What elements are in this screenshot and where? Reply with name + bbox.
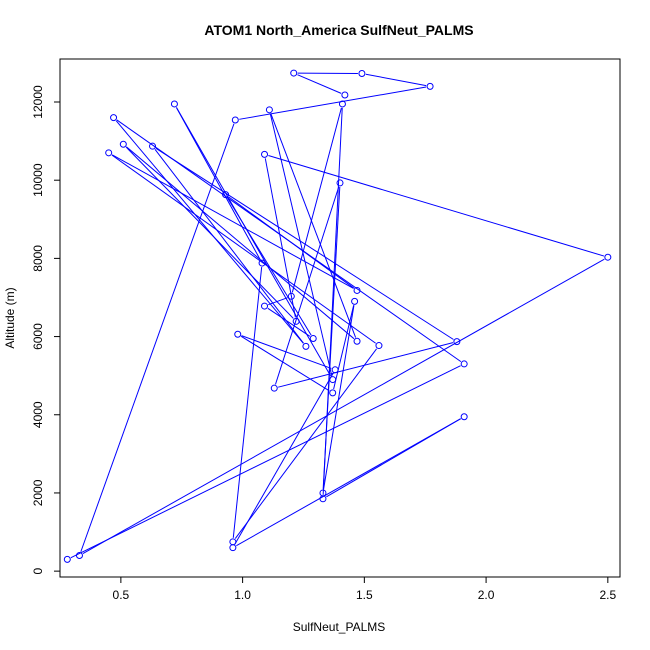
data-point bbox=[287, 292, 295, 300]
data-point bbox=[261, 150, 269, 158]
series-segment bbox=[155, 147, 454, 340]
series-segment bbox=[267, 307, 311, 337]
y-tick-label: 10000 bbox=[31, 163, 45, 197]
series-segment bbox=[126, 146, 355, 340]
data-point bbox=[375, 342, 383, 350]
data-point bbox=[336, 179, 344, 187]
data-point bbox=[341, 91, 349, 99]
data-point bbox=[265, 106, 273, 114]
series-segment bbox=[297, 74, 342, 94]
series-segment bbox=[268, 155, 605, 257]
data-point bbox=[604, 253, 612, 261]
data-point bbox=[426, 82, 434, 90]
y-tick-label: 12000 bbox=[31, 85, 45, 119]
series-segment bbox=[232, 266, 263, 538]
data-point bbox=[353, 286, 361, 294]
series-segment bbox=[115, 120, 304, 344]
series-segment bbox=[365, 73, 427, 87]
x-tick-label: 2.0 bbox=[478, 588, 495, 602]
series-segment bbox=[111, 154, 354, 289]
series-segment bbox=[322, 107, 343, 495]
data-point bbox=[292, 317, 300, 325]
data-point bbox=[338, 100, 346, 108]
data-point bbox=[331, 366, 339, 374]
series-segment bbox=[240, 335, 330, 392]
chart-title: ATOM1 North_America SulfNeut_PALMS bbox=[204, 22, 473, 38]
series-segment bbox=[241, 335, 332, 369]
data-point bbox=[270, 384, 278, 392]
series-segment bbox=[326, 418, 461, 498]
y-tick-label: 6000 bbox=[31, 323, 45, 350]
series-segment bbox=[333, 305, 355, 390]
x-tick-label: 1.5 bbox=[356, 588, 373, 602]
series-segment bbox=[125, 146, 294, 319]
data-point bbox=[231, 116, 239, 124]
series-segment bbox=[291, 107, 342, 293]
series-segment bbox=[80, 123, 235, 552]
x-axis: 0.5 1.0 1.5 2.0 2.5 bbox=[113, 577, 616, 602]
data-point bbox=[261, 302, 269, 310]
y-tick-label: 4000 bbox=[31, 401, 45, 428]
series-segment bbox=[275, 186, 340, 385]
series-segment bbox=[236, 418, 461, 547]
series-segment bbox=[154, 149, 304, 344]
data-point bbox=[460, 413, 468, 421]
data-point bbox=[234, 330, 242, 338]
series-segment bbox=[323, 305, 355, 490]
data-point bbox=[351, 297, 359, 305]
x-tick-label: 0.5 bbox=[113, 588, 130, 602]
y-tick-label: 2000 bbox=[31, 479, 45, 506]
data-point bbox=[329, 376, 337, 384]
y-axis: 0 2000 4000 6000 8000 10000 12000 bbox=[31, 85, 60, 574]
series-altitude-profile bbox=[63, 69, 612, 563]
data-point bbox=[353, 337, 361, 345]
series-segment bbox=[264, 158, 296, 318]
series-segment bbox=[70, 365, 461, 559]
x-axis-label: SulfNeut_PALMS bbox=[293, 620, 386, 634]
data-point bbox=[258, 259, 266, 267]
series-segment bbox=[268, 297, 288, 306]
series-segment bbox=[270, 113, 357, 338]
series-segment bbox=[175, 107, 261, 260]
data-point bbox=[358, 69, 366, 77]
series-segment bbox=[82, 258, 605, 554]
data-point bbox=[229, 544, 237, 552]
data-point bbox=[149, 142, 157, 150]
data-point bbox=[119, 140, 127, 148]
data-point bbox=[453, 338, 461, 346]
data-point bbox=[110, 114, 118, 122]
data-point bbox=[290, 69, 298, 77]
x-tick-label: 2.5 bbox=[599, 588, 616, 602]
y-tick-label: 0 bbox=[31, 567, 45, 574]
data-point bbox=[309, 335, 317, 343]
data-point bbox=[105, 149, 113, 157]
data-point bbox=[460, 360, 468, 368]
series-segment bbox=[278, 342, 454, 388]
data-point bbox=[170, 100, 178, 108]
series-segment bbox=[175, 107, 332, 377]
y-tick-label: 8000 bbox=[31, 245, 45, 272]
data-point bbox=[329, 389, 337, 397]
series-segment bbox=[111, 154, 376, 344]
data-point bbox=[302, 342, 310, 350]
series-segment bbox=[269, 113, 333, 376]
data-point bbox=[63, 555, 71, 563]
plot-frame bbox=[59, 58, 621, 578]
data-point bbox=[229, 538, 237, 546]
series-segment bbox=[234, 348, 377, 539]
data-point bbox=[75, 551, 83, 559]
data-point bbox=[319, 495, 327, 503]
data-point bbox=[222, 191, 230, 199]
y-axis-label: Altitude (m) bbox=[3, 287, 17, 348]
series-segment bbox=[228, 196, 355, 289]
x-tick-label: 1.0 bbox=[234, 588, 251, 602]
series-segment bbox=[234, 373, 334, 545]
series-segment bbox=[239, 86, 427, 120]
